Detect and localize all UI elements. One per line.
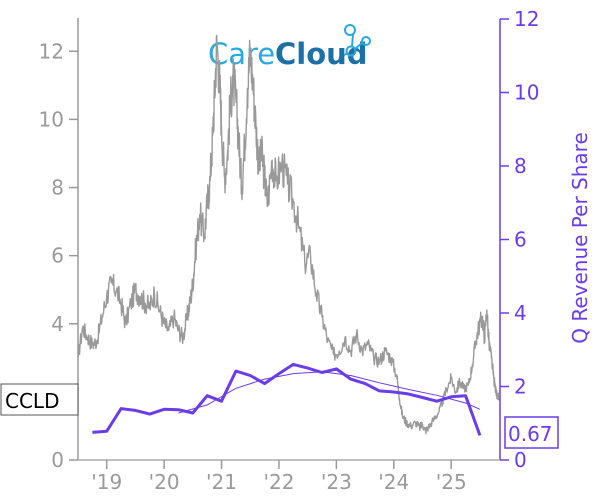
carecloud-logo: Care Cloud	[208, 24, 371, 71]
right-tick-label: 4	[514, 301, 527, 325]
right-axis-label: Q Revenue Per Share	[568, 132, 592, 344]
right-tick-label: 2	[514, 375, 527, 399]
left-tick-label: 10	[39, 107, 64, 131]
ticker-badge: CCLD	[0, 383, 79, 416]
last-value-badge: 0.67	[504, 416, 559, 449]
price-layer	[77, 34, 500, 435]
bottom-axis: '19 '20 '21 '22 '23 '24 '25	[78, 459, 500, 494]
bottom-tick-label: '19	[91, 470, 122, 494]
revenue-trend-line	[178, 371, 481, 414]
price-line	[77, 34, 500, 435]
right-tick-label: 12	[514, 7, 539, 31]
left-tick-label: 4	[51, 312, 64, 336]
left-tick-label: 12	[39, 39, 64, 63]
last-value-label: 0.67	[508, 422, 553, 446]
logo-molecule-icon	[343, 24, 371, 57]
right-tick-label: 10	[514, 81, 539, 105]
revenue-line	[92, 362, 482, 436]
left-tick-label: 0	[51, 448, 64, 472]
revenue-layer	[92, 362, 482, 436]
ticker-label: CCLD	[5, 389, 59, 413]
right-tick-label: 6	[514, 228, 527, 252]
bottom-tick-label: '20	[149, 470, 180, 494]
left-axis: 0 4 6 8 10 12	[39, 18, 79, 472]
bottom-tick-label: '22	[263, 470, 294, 494]
right-tick-label: 8	[514, 154, 527, 178]
right-axis: 0 2 4 6 8 10 12	[499, 7, 539, 472]
left-tick-label: 6	[51, 244, 64, 268]
right-tick-label: 0	[514, 448, 527, 472]
bottom-tick-label: '25	[436, 470, 467, 494]
bottom-tick-label: '24	[378, 470, 409, 494]
left-tick-label: 8	[51, 176, 64, 200]
bottom-tick-label: '21	[206, 470, 237, 494]
bottom-tick-label: '23	[321, 470, 352, 494]
